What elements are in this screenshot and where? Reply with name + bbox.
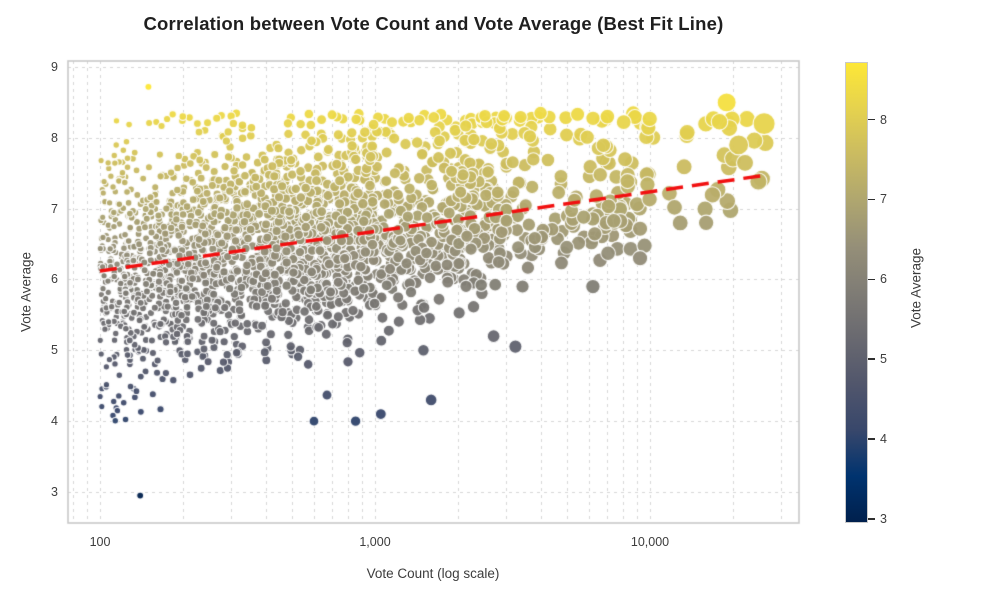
- y-tick-label: 5: [51, 343, 58, 358]
- colorbar-tick-mark: [868, 198, 875, 201]
- y-tick-label: 6: [51, 272, 58, 287]
- colorbar-tick-mark: [868, 278, 875, 281]
- colorbar-tick-label: 7: [880, 192, 887, 207]
- colorbar-tick-mark: [868, 438, 875, 440]
- colorbar-tick-label: 5: [880, 351, 887, 366]
- y-tick-label: 3: [51, 484, 58, 499]
- colorbar-label: Vote Average: [908, 247, 924, 329]
- y-axis-label: Vote Average: [18, 251, 34, 333]
- colorbar-tick-label: 8: [880, 112, 887, 127]
- chart-title: Correlation between Vote Count and Vote …: [143, 13, 724, 34]
- colorbar-tick-mark: [868, 358, 875, 360]
- y-tick-label: 8: [51, 130, 58, 145]
- colorbar-tick-label: 4: [880, 431, 887, 446]
- y-tick-label: 4: [51, 414, 58, 429]
- colorbar-tick-label: 6: [880, 272, 887, 287]
- colorbar-tick-mark: [868, 118, 875, 121]
- x-tick-label: 100: [89, 535, 111, 549]
- x-tick-label: 1,000: [359, 535, 391, 549]
- x-axis-label: Vote Count (log scale): [366, 566, 500, 581]
- y-tick-label: 9: [51, 60, 58, 74]
- colorbar-gradient: [845, 62, 868, 523]
- colorbar-tick-label: 3: [880, 511, 887, 526]
- x-tick-label: 10,000: [630, 535, 670, 549]
- colorbar-tick-mark: [868, 518, 875, 520]
- y-tick-label: 7: [51, 201, 58, 216]
